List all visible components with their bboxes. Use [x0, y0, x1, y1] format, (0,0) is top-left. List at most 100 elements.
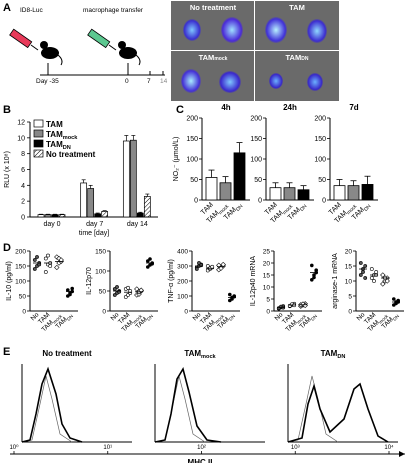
- y-tick-label: 200: [250, 116, 262, 123]
- y-tick-label: 0: [258, 198, 262, 205]
- y-tick-label: 100: [15, 279, 26, 286]
- syringe-icon: [87, 28, 117, 51]
- y-tick-label: 0: [184, 309, 188, 316]
- data-point: [43, 256, 48, 261]
- data-point: [380, 281, 386, 287]
- syringe-icon: [9, 28, 39, 51]
- data-point: [205, 264, 210, 268]
- data-point: [232, 294, 236, 299]
- y-tick-label: 100: [186, 157, 198, 164]
- y-tick-label: 0: [322, 198, 326, 205]
- bar: [333, 185, 346, 201]
- legend-label: TAMDN: [46, 140, 71, 151]
- data-point: [138, 287, 144, 293]
- bar: [87, 188, 95, 218]
- y-tick-label: 50: [190, 177, 198, 184]
- x-tick-label: 10⁰: [9, 444, 19, 451]
- y-tick-label: 300: [177, 264, 188, 271]
- y-tick-label: 150: [95, 249, 106, 256]
- bar: [297, 189, 310, 201]
- y-axis-label: IL-10 (pg/ml): [6, 261, 13, 301]
- data-point: [66, 288, 70, 292]
- bar: [58, 214, 66, 218]
- legend-swatch: [33, 139, 44, 148]
- data-point: [369, 267, 374, 271]
- bar: [101, 211, 109, 218]
- data-point: [32, 258, 37, 262]
- legend-label: TAM: [46, 120, 63, 129]
- y-tick-label: 10: [263, 285, 271, 292]
- chart-e: No treatment TAMmock TAMDN 10⁰ 10¹ 10² 10³ 10⁴ M…: [9, 349, 405, 463]
- mouse-icon: [40, 41, 63, 66]
- bar: [136, 212, 144, 218]
- y-tick-label: 200: [15, 249, 26, 256]
- bar: [129, 139, 137, 218]
- panel-label-c: C: [176, 104, 184, 116]
- panel-label-e: E: [3, 346, 11, 358]
- data-point: [70, 286, 74, 291]
- timeline-diagram: [9, 28, 165, 76]
- data-point: [358, 261, 363, 265]
- data-point: [48, 264, 53, 268]
- x-tick-label: 10³: [291, 445, 300, 451]
- legend-label: TAMmock: [46, 130, 78, 141]
- y-tick-label: 100: [314, 157, 326, 164]
- data-point: [46, 253, 50, 258]
- axis-arrow: [399, 451, 405, 457]
- legend-label: No treatment: [46, 150, 96, 159]
- panel-label-d: D: [3, 242, 11, 254]
- y-tick-label: 6: [21, 167, 25, 174]
- y-tick-label: 8: [21, 151, 25, 158]
- bar: [347, 185, 360, 201]
- data-point: [150, 262, 154, 266]
- x-tick-label: day 0: [43, 221, 60, 228]
- mhc-ii-curve: [154, 366, 222, 443]
- y-axis-label: RLU (x 10⁸): [4, 151, 11, 188]
- x-tick-label: day 7: [86, 221, 103, 228]
- y-tick-label: 5: [348, 294, 352, 301]
- isotype-control-curve: [154, 375, 206, 443]
- y-tick-label: 15: [345, 264, 353, 271]
- data-point: [35, 255, 39, 259]
- data-point: [310, 263, 314, 268]
- mouse-icon: [118, 41, 141, 66]
- bar: [283, 187, 296, 201]
- x-tick-label: day 14: [127, 221, 148, 228]
- panel-label-a: A: [3, 2, 11, 14]
- data-point: [310, 278, 314, 282]
- subplot-title: 24h: [283, 103, 297, 112]
- timeline-tick: 7: [147, 78, 151, 85]
- y-tick-label: 0: [21, 215, 25, 222]
- data-point: [126, 285, 130, 290]
- y-tick-label: 10: [345, 279, 353, 286]
- x-tick-label: No: [110, 311, 121, 322]
- data-point: [220, 261, 226, 268]
- y-tick-label: 400: [177, 249, 188, 256]
- bar: [143, 196, 151, 218]
- x-axis-label: time [day]: [79, 230, 109, 237]
- legend-swatch: [33, 149, 44, 158]
- timeline-tick: 0: [125, 78, 129, 85]
- data-point: [363, 264, 368, 268]
- data-point: [358, 273, 363, 277]
- data-point: [43, 270, 48, 274]
- y-tick-label: 200: [186, 116, 198, 123]
- isotype-control-curve: [287, 375, 339, 443]
- panel-label-b: B: [3, 104, 11, 116]
- x-tick-label: No: [356, 311, 367, 322]
- x-tick-label: No: [30, 311, 41, 322]
- y-tick-label: 150: [15, 264, 26, 271]
- data-point: [32, 267, 37, 271]
- y-tick-label: 2: [21, 199, 25, 206]
- bar: [122, 140, 130, 218]
- day-label: Day -35: [36, 78, 59, 85]
- y-tick-label: 50: [19, 294, 27, 301]
- bar: [37, 214, 45, 218]
- x-axis-label: MHC II: [188, 458, 213, 463]
- transfer-label: macrophage transfer: [83, 7, 143, 14]
- mhc-ii-curve: [287, 382, 389, 443]
- y-tick-label: 0: [194, 198, 198, 205]
- data-point: [361, 270, 365, 274]
- bar: [44, 214, 52, 218]
- data-point: [230, 297, 234, 301]
